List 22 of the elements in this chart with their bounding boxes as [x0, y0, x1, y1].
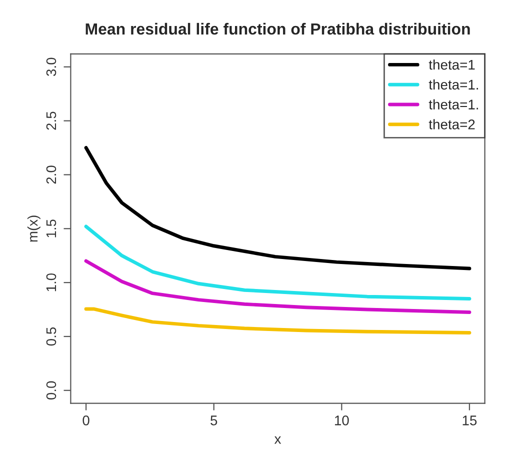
line-series — [84, 259, 472, 314]
x-tick-label: 0 — [82, 416, 90, 426]
x-tick-label: 15 — [462, 416, 477, 426]
y-tick-label: 3.0 — [46, 58, 56, 76]
y-tick-label: 0.5 — [46, 327, 56, 346]
legend-label: theta=1. — [428, 79, 478, 90]
legend-label: theta=1 — [428, 59, 475, 70]
chart-title: Mean residual life function of Pratibha distribuition — [86, 22, 470, 35]
x-tick-label: 5 — [210, 416, 218, 426]
y-tick-label: 1.5 — [46, 220, 56, 238]
line-series — [84, 307, 472, 334]
y-tick-label: 0.0 — [46, 381, 56, 400]
legend-label: theta=2 — [428, 119, 475, 130]
x-tick-label: 10 — [334, 416, 349, 426]
legend-label: theta=1. — [428, 99, 478, 110]
x-axis-title: x — [274, 436, 282, 444]
line-series — [84, 146, 472, 270]
y-tick-label: 2.0 — [46, 166, 56, 184]
y-tick-label: 2.5 — [46, 112, 56, 130]
y-tick-label: 1.0 — [46, 273, 56, 292]
line-series — [84, 224, 472, 300]
y-axis-title: m(x) — [27, 216, 40, 242]
